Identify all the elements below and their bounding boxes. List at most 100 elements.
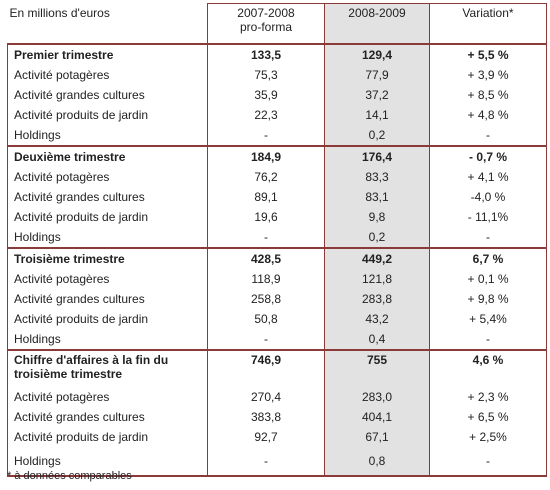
cell-value: - bbox=[207, 125, 325, 146]
cell-value: 129,4 bbox=[324, 43, 430, 65]
table-row: Activité grandes cultures 383,8 404,1 + 6,5… bbox=[7, 407, 547, 427]
table-row: Holdings -0,2- bbox=[7, 125, 547, 146]
cell-value: 0,2 bbox=[324, 227, 430, 248]
row-label: Activité potagères bbox=[7, 167, 208, 187]
cell-value: + 4,8 % bbox=[429, 105, 547, 125]
column-header-line: 2008-2009 bbox=[348, 6, 406, 20]
section-header-row: Premier trimestre 133,5 129,4 + 5,5 % bbox=[7, 43, 547, 65]
row-label: Holdings bbox=[7, 447, 208, 477]
row-label: Troisième trimestre bbox=[7, 247, 208, 269]
cell-value: 77,9 bbox=[324, 65, 430, 85]
table-row: Activité grandes cultures 35,9 37,2 + 8,5 % bbox=[7, 85, 547, 105]
cell-value: 755 bbox=[324, 349, 430, 387]
row-label: Activité grandes cultures bbox=[7, 289, 208, 309]
table-row: Holdings -0,2- bbox=[7, 227, 547, 248]
table-row: Activité potagères 75,3 77,9 + 3,9 % bbox=[7, 65, 547, 85]
table-row: Holdings -0,4- bbox=[7, 329, 547, 350]
column-header-line: Variation* bbox=[462, 6, 514, 20]
cell-value: -4,0 % bbox=[429, 187, 547, 207]
cell-value: 67,1 bbox=[324, 427, 430, 447]
table-row: Activité grandes cultures 89,1 83,1 -4,0 % bbox=[7, 187, 547, 207]
cell-value: 118,9 bbox=[207, 269, 325, 289]
section-header-row: Deuxième trimestre 184,9 176,4- 0,7 % bbox=[7, 145, 547, 167]
table-row: Activité produits de jardin 92,7 67,1 + 2,5… bbox=[7, 427, 547, 447]
cell-value: 0,2 bbox=[324, 125, 430, 146]
table-row: Activité produits de jardin 19,6 9,8- 11,1… bbox=[7, 207, 547, 227]
cell-value: + 2,3 % bbox=[429, 387, 547, 407]
cell-value: - bbox=[429, 125, 547, 146]
cell-value: 83,3 bbox=[324, 167, 430, 187]
table-row: Activité potagères 76,2 83,3 + 4,1 % bbox=[7, 167, 547, 187]
section-header-row: Chiffre d'affaires à la fin du troisième… bbox=[7, 349, 547, 387]
row-label: Deuxième trimestre bbox=[7, 145, 208, 167]
cell-value: 404,1 bbox=[324, 407, 430, 427]
row-label: Activité produits de jardin bbox=[7, 207, 208, 227]
cell-value: - bbox=[429, 227, 547, 248]
cell-value: 270,4 bbox=[207, 387, 325, 407]
cell-value: 133,5 bbox=[207, 43, 325, 65]
cell-value: + 5,5 % bbox=[429, 43, 547, 65]
cell-value: 22,3 bbox=[207, 105, 325, 125]
cell-value: 428,5 bbox=[207, 247, 325, 269]
cell-value: 43,2 bbox=[324, 309, 430, 329]
cell-value: + 6,5 % bbox=[429, 407, 547, 427]
cell-value: - bbox=[207, 227, 325, 248]
cell-value: 0,4 bbox=[324, 329, 430, 350]
cell-value: 19,6 bbox=[207, 207, 325, 227]
column-header: 2008-2009 bbox=[324, 3, 430, 45]
unit-label: En millions d'euros bbox=[7, 3, 208, 45]
cell-value: 89,1 bbox=[207, 187, 325, 207]
cell-value: 383,8 bbox=[207, 407, 325, 427]
cell-value: 37,2 bbox=[324, 85, 430, 105]
cell-value: + 5,4% bbox=[429, 309, 547, 329]
row-label: Holdings bbox=[7, 227, 208, 248]
cell-value: 121,8 bbox=[324, 269, 430, 289]
row-label: Activité potagères bbox=[7, 387, 208, 407]
cell-value: + 2,5% bbox=[429, 427, 547, 447]
cell-value: + 9,8 % bbox=[429, 289, 547, 309]
table-body: Premier trimestre 133,5 129,4 + 5,5 % Activi… bbox=[7, 43, 547, 477]
cell-value: 50,8 bbox=[207, 309, 325, 329]
cell-value: + 8,5 % bbox=[429, 85, 547, 105]
cell-value: + 4,1 % bbox=[429, 167, 547, 187]
cell-value: + 3,9 % bbox=[429, 65, 547, 85]
column-header-line: 2007-2008 bbox=[237, 6, 295, 20]
table-row: Holdings -0,8- bbox=[7, 447, 547, 477]
section-header-row: Troisième trimestre 428,5 449,2 6,7 % bbox=[7, 247, 547, 269]
row-label: Premier trimestre bbox=[7, 43, 208, 65]
cell-value: - 0,7 % bbox=[429, 145, 547, 167]
cell-value: - 11,1% bbox=[429, 207, 547, 227]
cell-value: 0,8 bbox=[324, 447, 430, 477]
cell-value: 283,0 bbox=[324, 387, 430, 407]
cell-value: 176,4 bbox=[324, 145, 430, 167]
row-label: Activité grandes cultures bbox=[7, 407, 208, 427]
cell-value: - bbox=[207, 329, 325, 350]
row-label: Activité grandes cultures bbox=[7, 85, 208, 105]
cell-value: 83,1 bbox=[324, 187, 430, 207]
revenue-table: En millions d'euros 2007-2008 pro-forma 200… bbox=[7, 3, 547, 477]
table-row: Activité produits de jardin 50,8 43,2 + 5,4… bbox=[7, 309, 547, 329]
row-label: Activité produits de jardin bbox=[7, 105, 208, 125]
row-label: Activité potagères bbox=[7, 269, 208, 289]
table-row: Activité potagères 270,4 283,0 + 2,3 % bbox=[7, 387, 547, 407]
column-header-line: pro-forma bbox=[239, 20, 292, 34]
cell-value: 4,6 % bbox=[429, 349, 547, 387]
column-header: Variation* bbox=[429, 3, 547, 45]
table-row: Activité produits de jardin 22,3 14,1 + 4,8… bbox=[7, 105, 547, 125]
cell-value: 9,8 bbox=[324, 207, 430, 227]
table-row: Activité potagères 118,9 121,8 + 0,1 % bbox=[7, 269, 547, 289]
cell-value: - bbox=[207, 447, 325, 477]
header-row: En millions d'euros 2007-2008 pro-forma 200… bbox=[7, 3, 547, 45]
cell-value: - bbox=[429, 447, 547, 477]
footnote: * à données comparables bbox=[7, 470, 132, 482]
row-label: Activité produits de jardin bbox=[7, 309, 208, 329]
row-label: Holdings bbox=[7, 329, 208, 350]
cell-value: 258,8 bbox=[207, 289, 325, 309]
cell-value: 449,2 bbox=[324, 247, 430, 269]
row-label: Holdings bbox=[7, 125, 208, 146]
row-label: Chiffre d'affaires à la fin du troisième… bbox=[7, 349, 208, 387]
cell-value: - bbox=[429, 329, 547, 350]
row-label: Activité potagères bbox=[7, 65, 208, 85]
row-label: Activité produits de jardin bbox=[7, 427, 208, 447]
